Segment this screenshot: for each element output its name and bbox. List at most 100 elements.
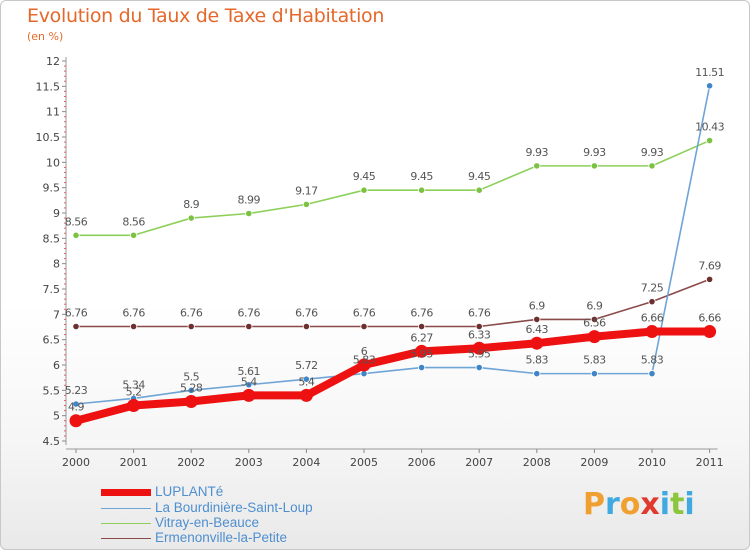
data-label: 5.83 <box>526 354 549 367</box>
x-tick-label: 2009 <box>580 456 608 469</box>
data-label: 4.9 <box>68 401 84 414</box>
data-point <box>703 325 717 339</box>
data-point <box>533 162 541 170</box>
data-label: 8.56 <box>65 215 88 228</box>
data-label: 6.56 <box>583 317 606 330</box>
data-label: 9.17 <box>295 184 318 197</box>
y-tick-label: 11.5 <box>36 80 61 93</box>
x-tick-label: 2008 <box>523 456 551 469</box>
data-label: 5.4 <box>241 375 257 388</box>
data-label: 9.93 <box>641 146 664 159</box>
data-point <box>475 322 483 331</box>
y-tick-label: 4.5 <box>43 435 61 448</box>
data-label: 5.61 <box>238 365 261 378</box>
legend-swatch-bourdiniere <box>101 508 151 509</box>
y-tick-label: 7.5 <box>43 283 61 296</box>
data-point <box>530 336 544 350</box>
data-label: 9.93 <box>526 146 549 159</box>
data-label: 6.66 <box>698 312 721 325</box>
data-label: 8.99 <box>238 194 261 207</box>
data-point <box>475 363 483 372</box>
data-point <box>360 322 368 331</box>
data-point <box>245 322 253 331</box>
data-label: 6 <box>361 345 368 358</box>
data-label: 5.2 <box>126 386 142 399</box>
legend-label-bourdiniere: La Bourdinière-Saint-Loup <box>155 500 313 515</box>
data-point <box>533 315 541 323</box>
data-point <box>705 136 714 145</box>
y-tick-label: 6.5 <box>43 334 61 347</box>
data-point <box>533 370 541 378</box>
data-point <box>187 322 195 331</box>
data-point <box>245 209 253 218</box>
data-label: 5.34 <box>122 378 145 391</box>
data-point <box>302 200 310 208</box>
x-tick-label: 2000 <box>62 456 90 469</box>
data-label: 6.76 <box>410 306 433 319</box>
x-tick-label: 2002 <box>177 456 205 469</box>
data-labels: 8.56 8.56 8.9 8.99 9.17 9.45 9.45 9.45 9.93 9.93 9… <box>65 66 725 414</box>
x-tick-label: 2006 <box>408 456 436 469</box>
x-tick-label: 2001 <box>120 456 148 469</box>
data-label: 6.76 <box>295 306 318 319</box>
data-point <box>69 414 83 428</box>
data-label: 6.76 <box>65 306 88 319</box>
axes: 4.5 5 5.5 6 6.5 7 7.5 8 8.5 9 9.5 10 10.5 11 11.5 12 200… <box>36 55 724 469</box>
data-point <box>130 231 138 239</box>
data-point <box>648 298 656 306</box>
y-tick-label: 8 <box>53 258 60 271</box>
data-point <box>72 231 80 239</box>
data-label: 5.28 <box>180 381 203 394</box>
data-point <box>648 370 656 378</box>
legend-item-vitray: Vitray-en-Beauce <box>101 515 401 532</box>
series-line <box>75 85 711 405</box>
x-tick-label: 2011 <box>696 456 724 469</box>
x-tick-label: 2004 <box>292 456 320 469</box>
data-point <box>187 214 195 222</box>
data-label: 5.83 <box>641 354 664 367</box>
data-label: 6.76 <box>180 306 203 319</box>
legend-label-luplante: LUPLANTé <box>155 484 224 499</box>
data-point <box>72 400 80 408</box>
data-label: 6.66 <box>641 312 664 325</box>
data-label: 10.43 <box>695 121 724 134</box>
series-line <box>75 278 711 328</box>
data-label: 5.83 <box>353 354 376 367</box>
data-point <box>302 322 310 331</box>
data-point <box>475 186 483 194</box>
data-label: 6.43 <box>526 323 549 336</box>
y-tick-label: 5 <box>53 410 60 423</box>
y-tick-label: 10 <box>46 156 60 169</box>
data-point <box>242 388 256 402</box>
data-label: 5.4 <box>298 375 314 388</box>
x-tick-label: 2007 <box>465 456 493 469</box>
data-point <box>645 325 659 339</box>
legend-label-ermenonville: Ermenonville-la-Petite <box>155 530 288 545</box>
data-point <box>590 370 599 378</box>
y-tick-label: 5.5 <box>43 384 61 397</box>
legend-swatch-luplante <box>101 489 151 496</box>
data-point <box>72 322 80 331</box>
data-point <box>590 315 599 323</box>
y-tick-label: 11 <box>46 106 60 119</box>
data-label: 11.51 <box>695 66 724 79</box>
data-label: 7.25 <box>641 282 664 295</box>
series-layer <box>69 82 717 428</box>
chart-unit: (en %) <box>27 30 64 43</box>
legend-swatch-vitray <box>101 523 151 524</box>
x-tick-label: 2005 <box>350 456 378 469</box>
legend-item-ermenonville: Ermenonville-la-Petite <box>101 530 401 547</box>
y-tick-label: 9 <box>53 207 60 220</box>
x-tick-label: 2003 <box>235 456 263 469</box>
y-tick-label: 12 <box>46 55 60 68</box>
data-label: 9.45 <box>468 170 491 183</box>
data-label: 6.27 <box>410 331 433 344</box>
data-label: 6.9 <box>586 299 602 312</box>
data-point <box>130 322 138 331</box>
data-label: 8.56 <box>122 215 145 228</box>
data-label: 8.9 <box>183 198 199 211</box>
data-label: 5.95 <box>468 348 491 361</box>
data-point <box>127 399 141 413</box>
